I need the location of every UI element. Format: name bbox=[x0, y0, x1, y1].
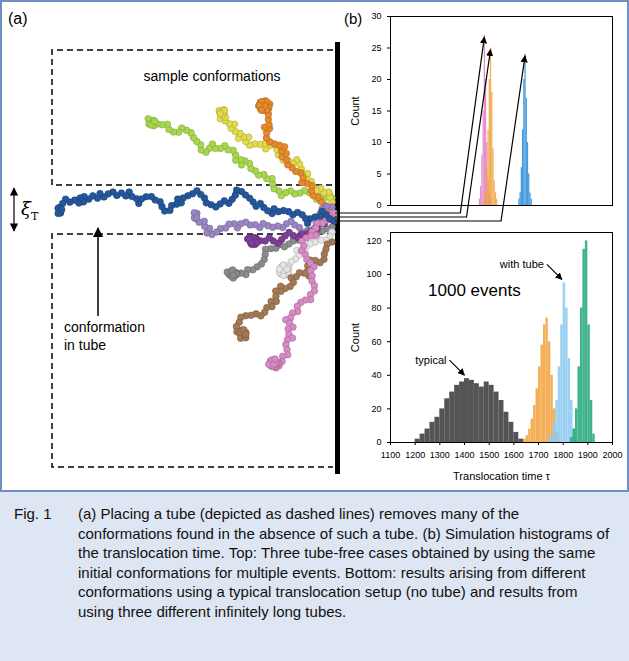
svg-text:1200: 1200 bbox=[405, 450, 425, 460]
svg-text:1100: 1100 bbox=[381, 450, 400, 460]
svg-text:1500: 1500 bbox=[479, 450, 499, 460]
svg-text:1700: 1700 bbox=[528, 450, 548, 460]
svg-text:80: 80 bbox=[371, 303, 381, 313]
svg-text:120: 120 bbox=[366, 236, 381, 246]
svg-text:10: 10 bbox=[371, 137, 381, 147]
svg-text:conformationin tube: conformationin tube bbox=[64, 319, 145, 353]
html-text:Fig. 1: Fig. 1 bbox=[14, 505, 52, 522]
svg-text:25: 25 bbox=[371, 43, 381, 53]
html-text:(a) Placing a tube (depicted a: (a) Placing a tube (depicted as dashed l… bbox=[78, 505, 610, 620]
svg-text:1000 events: 1000 events bbox=[428, 281, 521, 300]
svg-text:(a): (a) bbox=[8, 10, 28, 27]
svg-text:20: 20 bbox=[371, 74, 381, 84]
svg-text:0: 0 bbox=[376, 437, 381, 447]
svg-text:40: 40 bbox=[371, 370, 381, 380]
svg-text:2000: 2000 bbox=[602, 450, 622, 460]
svg-text:1800: 1800 bbox=[553, 450, 573, 460]
svg-text:typical: typical bbox=[415, 354, 446, 366]
svg-text:(b): (b) bbox=[344, 10, 362, 27]
svg-text:1900: 1900 bbox=[578, 450, 598, 460]
svg-text:0: 0 bbox=[376, 200, 381, 210]
svg-text:1600: 1600 bbox=[504, 450, 524, 460]
svg-text:20: 20 bbox=[371, 404, 381, 414]
svg-text:1400: 1400 bbox=[454, 450, 474, 460]
svg-text:15: 15 bbox=[371, 106, 381, 116]
svg-text:with tube: with tube bbox=[499, 258, 544, 270]
svg-text:30: 30 bbox=[371, 11, 381, 21]
svg-text:Translocation time τ: Translocation time τ bbox=[453, 470, 551, 482]
svg-text:ξT: ξT bbox=[21, 198, 39, 223]
svg-text:60: 60 bbox=[371, 337, 381, 347]
svg-text:5: 5 bbox=[376, 169, 381, 179]
svg-text:1300: 1300 bbox=[430, 450, 450, 460]
svg-text:100: 100 bbox=[366, 269, 381, 279]
svg-text:Count: Count bbox=[349, 323, 361, 352]
svg-text:sample conformations: sample conformations bbox=[144, 68, 281, 84]
svg-text:Count: Count bbox=[349, 96, 361, 125]
